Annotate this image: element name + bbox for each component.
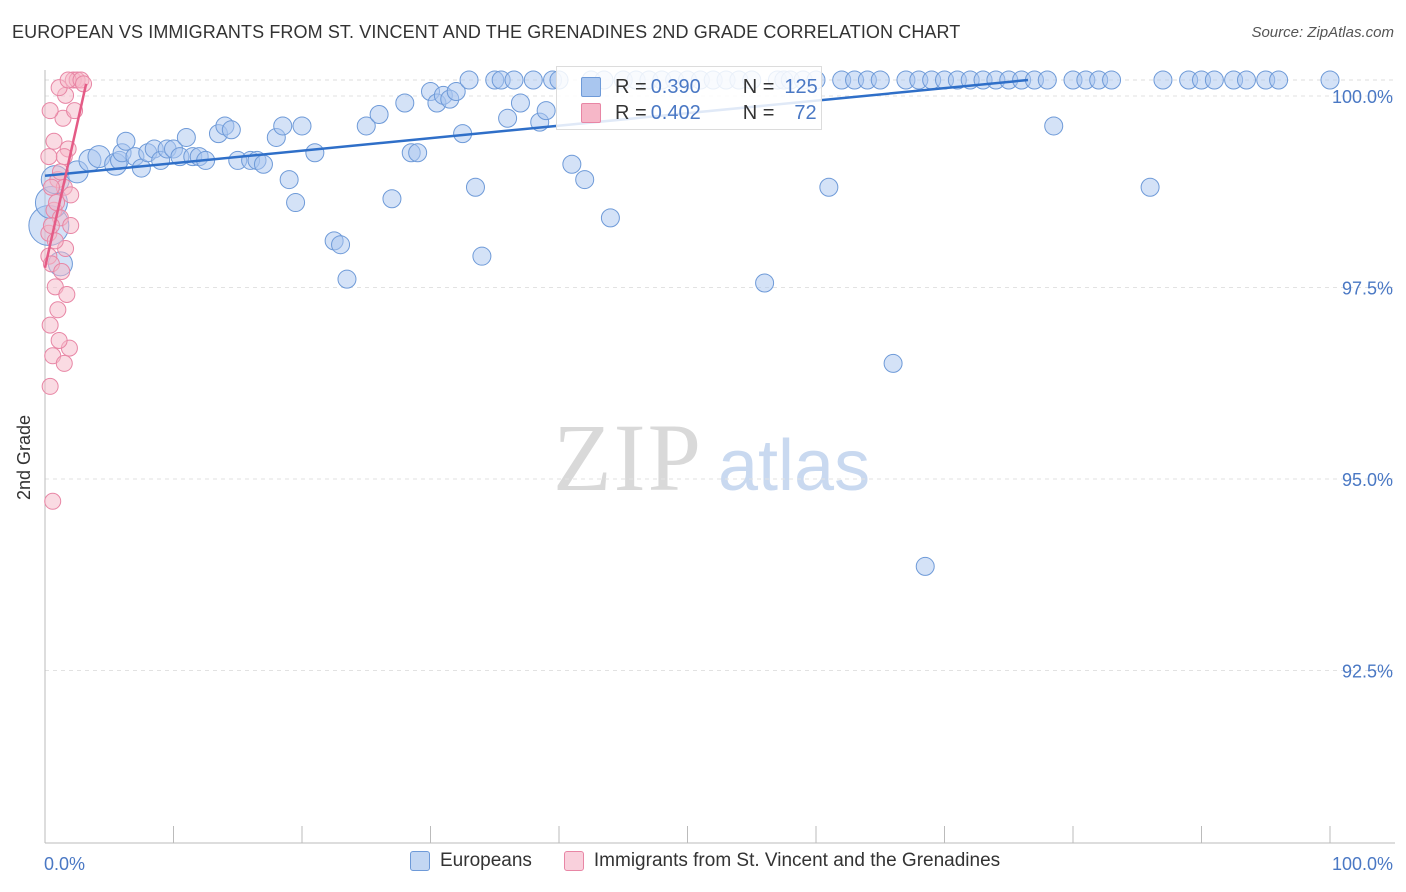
legend-item-immigrants[interactable]: Immigrants from St. Vincent and the Gren… xyxy=(563,850,1001,872)
point-europeans xyxy=(176,127,196,147)
point-immigrants xyxy=(45,132,63,150)
chart-title: EUROPEAN VS IMMIGRANTS FROM ST. VINCENT … xyxy=(12,22,961,42)
point-europeans xyxy=(273,116,293,136)
point-immigrants xyxy=(41,316,59,334)
point-europeans xyxy=(562,154,582,174)
point-europeans xyxy=(286,193,306,213)
point-europeans xyxy=(395,93,415,113)
point-immigrants xyxy=(55,354,73,372)
point-europeans xyxy=(472,246,492,266)
legend-label: Immigrants from St. Vincent and the Gren… xyxy=(593,850,1001,871)
point-europeans xyxy=(382,189,402,209)
point-europeans xyxy=(536,101,556,121)
point-europeans xyxy=(369,104,389,124)
point-immigrants xyxy=(40,148,58,166)
stats-r-label: R = xyxy=(615,75,647,98)
watermark-atlas: atlas xyxy=(718,426,870,506)
point-europeans xyxy=(1037,70,1057,90)
point-europeans xyxy=(305,143,325,163)
point-immigrants xyxy=(42,217,60,235)
point-immigrants xyxy=(48,194,66,212)
chart-source: Source: ZipAtlas.com xyxy=(1251,24,1394,41)
point-europeans xyxy=(331,235,351,255)
y-tick-label: 97.5% xyxy=(1342,279,1393,299)
trendline-immigrants xyxy=(43,83,88,268)
point-immigrants xyxy=(44,492,62,510)
point-europeans xyxy=(523,70,543,90)
stats-row-europeans: R = 0.390 N = 125 xyxy=(581,73,818,101)
stats-n-label: N = xyxy=(742,101,775,124)
point-europeans xyxy=(600,208,620,228)
point-europeans xyxy=(446,81,466,101)
point-europeans xyxy=(498,108,518,128)
stats-swatch-pink xyxy=(581,103,601,123)
legend-swatch-blue xyxy=(410,851,430,871)
point-europeans xyxy=(915,556,935,576)
legend: Europeans Immigrants from St. Vincent an… xyxy=(410,850,1032,872)
point-europeans xyxy=(504,70,524,90)
y-tick-label: 92.5% xyxy=(1342,662,1393,682)
y-tick-label: 95.0% xyxy=(1342,470,1393,490)
point-europeans xyxy=(870,70,890,90)
stats-r-label: R = xyxy=(615,101,647,124)
watermark-zip: ZIP xyxy=(553,404,703,511)
point-immigrants xyxy=(41,377,59,395)
stats-n-value: 125 xyxy=(784,75,818,98)
point-europeans xyxy=(408,143,428,163)
x-tick-label: 100.0% xyxy=(1332,854,1393,874)
point-europeans xyxy=(1153,70,1173,90)
point-europeans xyxy=(459,70,479,90)
point-europeans xyxy=(356,116,376,136)
point-europeans xyxy=(819,177,839,197)
point-europeans xyxy=(883,353,903,373)
point-immigrants xyxy=(41,102,59,120)
stats-r-value: 0.402 xyxy=(650,101,701,124)
point-europeans xyxy=(253,154,273,174)
point-europeans xyxy=(279,170,299,190)
point-europeans xyxy=(221,120,241,140)
point-europeans xyxy=(465,177,485,197)
stats-r-value: 0.390 xyxy=(650,75,701,98)
point-europeans xyxy=(1102,70,1122,90)
point-immigrants xyxy=(62,217,80,235)
point-immigrants xyxy=(58,285,76,303)
point-immigrants xyxy=(53,263,71,280)
stats-row-immigrants: R = 0.402 N = 72 xyxy=(581,99,817,127)
x-tick-label: 0.0% xyxy=(44,854,85,874)
point-immigrants xyxy=(42,178,60,196)
legend-item-europeans[interactable]: Europeans xyxy=(410,850,532,872)
point-europeans xyxy=(337,269,357,289)
point-europeans xyxy=(1044,116,1064,136)
trendline-europeans xyxy=(44,78,1029,177)
point-immigrants xyxy=(49,301,67,319)
y-tick-label: 100.0% xyxy=(1332,87,1393,107)
point-immigrants xyxy=(62,186,80,204)
stats-swatch-blue xyxy=(581,77,601,97)
stats-n-label: N = xyxy=(742,75,775,98)
point-europeans xyxy=(1204,70,1224,90)
legend-swatch-pink xyxy=(563,851,584,871)
point-europeans xyxy=(755,273,775,293)
point-europeans xyxy=(116,131,136,151)
point-europeans xyxy=(292,116,312,136)
stats-n-value: 72 xyxy=(794,101,817,124)
point-immigrants xyxy=(50,331,68,349)
point-europeans xyxy=(1236,70,1256,90)
point-europeans xyxy=(1320,70,1340,90)
legend-label: Europeans xyxy=(440,850,532,871)
point-immigrants xyxy=(75,75,93,93)
stats-box: R = 0.390 N = 125 R = 0.402 N = 72 xyxy=(556,66,822,130)
point-europeans xyxy=(1269,70,1289,90)
point-europeans xyxy=(1140,177,1160,197)
point-europeans xyxy=(575,170,595,190)
point-europeans xyxy=(510,93,530,113)
